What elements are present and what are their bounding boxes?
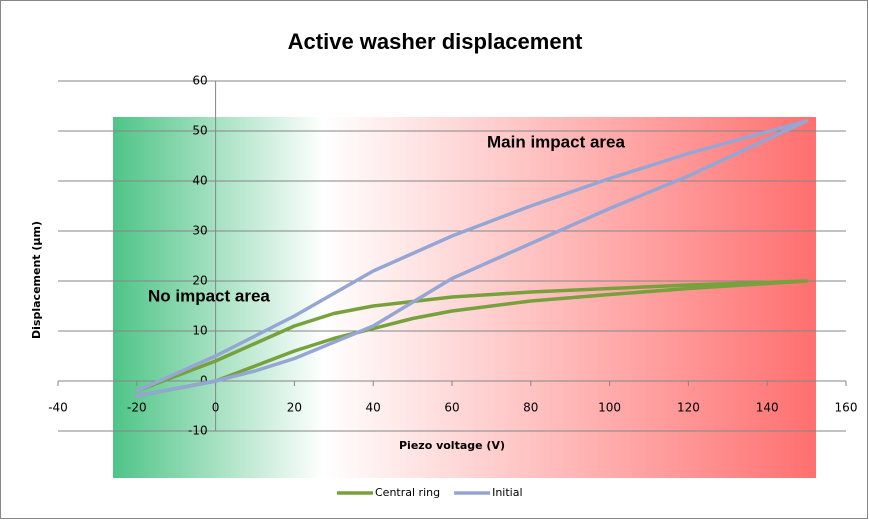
y-tick-label: 40 xyxy=(192,174,207,188)
x-tick-label: 40 xyxy=(366,401,381,415)
x-tick-label: 80 xyxy=(523,401,538,415)
x-tick-label: -20 xyxy=(127,401,147,415)
x-tick-label: 20 xyxy=(287,401,302,415)
chart-title: Active washer displacement xyxy=(288,29,583,54)
legend-label: Initial xyxy=(492,486,522,499)
y-tick-label: -10 xyxy=(188,424,208,438)
series-line xyxy=(135,119,809,398)
annotation: No impact area xyxy=(148,286,270,305)
y-tick-label: 60 xyxy=(192,74,207,88)
x-tick-label: 100 xyxy=(598,401,621,415)
annotation: Main impact area xyxy=(487,132,625,151)
x-tick-label: 60 xyxy=(444,401,459,415)
y-axis-title: Displacement (µm) xyxy=(30,221,43,339)
y-tick-label: 10 xyxy=(192,324,207,338)
x-tick-label: -40 xyxy=(48,401,68,415)
x-axis-title: Piezo voltage (V) xyxy=(399,439,505,452)
series-line xyxy=(135,279,809,398)
y-tick-label: 20 xyxy=(192,274,207,288)
legend-label: Central ring xyxy=(375,486,440,499)
x-tick-label: 0 xyxy=(212,401,220,415)
y-tick-label: 50 xyxy=(192,124,207,138)
x-tick-label: 160 xyxy=(835,401,858,415)
y-tick-label: 30 xyxy=(192,224,207,238)
x-tick-label: 140 xyxy=(756,401,779,415)
x-tick-label: 120 xyxy=(677,401,700,415)
